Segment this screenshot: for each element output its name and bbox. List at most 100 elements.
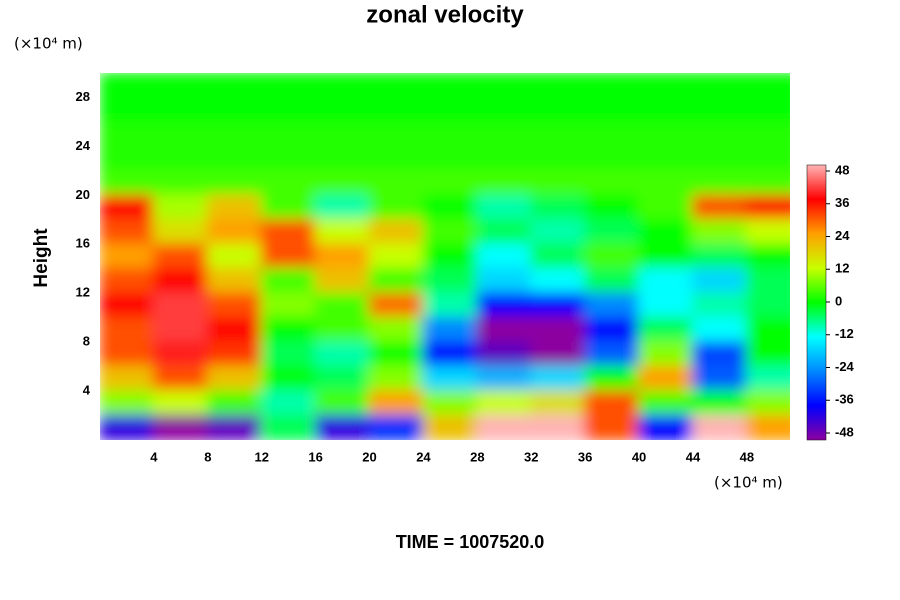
cell	[691, 316, 748, 344]
cell	[691, 365, 748, 393]
y-tick-label: 4	[83, 383, 91, 398]
cell	[638, 267, 694, 295]
cell	[691, 120, 748, 148]
cell	[584, 316, 641, 344]
cell	[691, 243, 748, 270]
cell	[100, 194, 155, 221]
cell	[368, 365, 425, 393]
cell	[314, 414, 371, 440]
cell	[476, 316, 533, 344]
cell	[422, 120, 479, 148]
cell	[314, 267, 371, 295]
cell	[100, 73, 155, 99]
cell	[368, 414, 425, 440]
cell	[745, 267, 790, 295]
cell	[530, 414, 587, 440]
cell	[206, 341, 263, 368]
cell	[476, 243, 533, 270]
cell	[260, 414, 317, 440]
cell	[260, 96, 317, 123]
cell	[206, 292, 263, 319]
colorbar-tick-label: 48	[835, 162, 849, 177]
cell	[314, 390, 371, 417]
y-tick-label: 28	[76, 89, 90, 104]
cell	[100, 414, 155, 440]
cell	[638, 96, 694, 123]
cell	[368, 96, 425, 123]
colorbar-tick-label: 0	[835, 293, 842, 308]
cell	[422, 96, 479, 123]
cell	[422, 341, 479, 368]
y-tick-label: 12	[76, 285, 90, 300]
cell	[745, 365, 790, 393]
cell	[745, 341, 790, 368]
cell	[100, 316, 155, 344]
cell	[745, 169, 790, 197]
cell	[100, 243, 155, 270]
cell	[206, 96, 263, 123]
colorbar	[806, 164, 827, 441]
cell	[530, 243, 587, 270]
cell	[100, 365, 155, 393]
cell	[691, 292, 748, 319]
cell	[206, 390, 263, 417]
x-tick-label: 8	[204, 449, 211, 464]
cell	[584, 145, 641, 172]
cell	[260, 169, 317, 197]
cell	[368, 390, 425, 417]
cell	[638, 120, 694, 148]
cell	[476, 414, 533, 440]
footer: TIME = 1007520.0	[396, 532, 545, 552]
cell	[638, 316, 694, 344]
cell	[368, 243, 425, 270]
x-unit: (×10⁴ m)	[714, 474, 783, 492]
cell	[745, 243, 790, 270]
cell	[638, 243, 694, 270]
cell	[152, 218, 209, 246]
cell	[368, 341, 425, 368]
x-tick-label: 12	[254, 449, 268, 464]
cell	[152, 96, 209, 123]
cell	[206, 316, 263, 344]
cell	[422, 292, 479, 319]
y-tick-label: 24	[76, 138, 91, 153]
cell	[368, 194, 425, 221]
cell	[745, 73, 790, 99]
cell	[530, 292, 587, 319]
cell	[691, 96, 748, 123]
y-unit: (×10⁴ m)	[14, 35, 83, 53]
cell	[260, 267, 317, 295]
cell	[638, 194, 694, 221]
cell	[260, 316, 317, 344]
cell	[691, 73, 748, 99]
cell	[260, 292, 317, 319]
cell	[476, 218, 533, 246]
cell	[745, 316, 790, 344]
cell	[206, 73, 263, 99]
cell	[584, 169, 641, 197]
cell	[260, 365, 317, 393]
cell	[260, 145, 317, 172]
x-tick-label: 4	[150, 449, 158, 464]
cell	[152, 341, 209, 368]
cell	[584, 120, 641, 148]
cell	[422, 73, 479, 99]
cell	[368, 73, 425, 99]
chart-title: zonal velocity	[366, 1, 524, 28]
cell	[260, 243, 317, 270]
cell	[691, 414, 748, 440]
cell	[422, 194, 479, 221]
cell	[206, 243, 263, 270]
y-tick-label: 16	[76, 236, 90, 251]
cell	[584, 365, 641, 393]
colorbar-tick-label: 36	[835, 195, 849, 210]
cell	[206, 218, 263, 246]
colorbar-tick-label: 24	[835, 228, 850, 243]
cell	[206, 145, 263, 172]
cell	[422, 414, 479, 440]
cell	[691, 169, 748, 197]
cell	[100, 145, 155, 172]
x-tick-label: 44	[686, 449, 701, 464]
cell	[745, 145, 790, 172]
cell	[691, 194, 748, 221]
